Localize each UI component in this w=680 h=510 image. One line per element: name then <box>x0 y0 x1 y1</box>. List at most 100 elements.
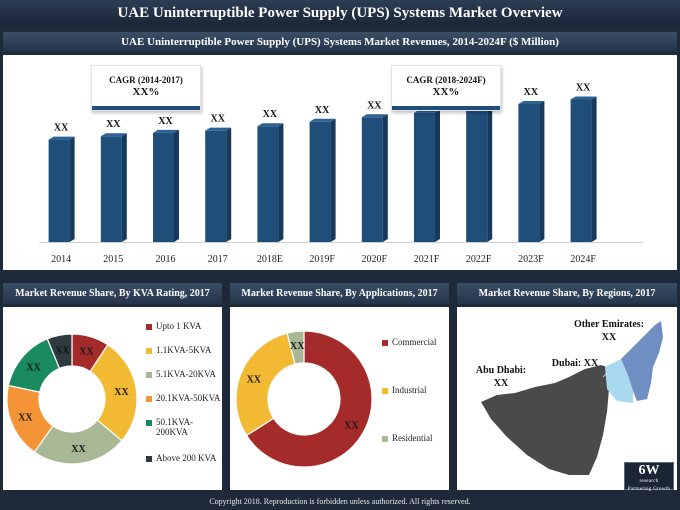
kva-legend-swatch <box>146 420 152 426</box>
cagr-label: CAGR (2014-2017) <box>109 75 183 85</box>
bar-2020F <box>361 117 383 242</box>
map-border-line <box>602 372 608 378</box>
bar-chart-title: UAE Uninterruptible Power Supply (UPS) S… <box>3 32 677 52</box>
bar-2024F <box>570 99 592 242</box>
bar-2019F <box>309 121 331 242</box>
app-data-label: XX <box>290 341 305 352</box>
bar-side-2018E <box>278 123 284 242</box>
kva-data-label: XX <box>18 413 33 424</box>
applications-panel-header: Market Revenue Share, By Applications, 2… <box>230 283 449 304</box>
applications-panel: XX XX XX Commercial Industrial Residential <box>230 307 449 490</box>
bar-data-label: XX <box>106 119 121 130</box>
logo-tagline: Partnering Growth <box>627 487 671 492</box>
kva-data-label: XX <box>114 387 129 398</box>
kva-legend-label: 50.1KVA-200KVA <box>156 417 194 437</box>
app-legend-swatch <box>382 436 388 442</box>
bar-2015 <box>100 136 122 242</box>
bar-data-label: XX <box>210 114 225 125</box>
company-logo: 6W research Partnering Growth <box>624 462 674 492</box>
x-tick-label: 2017 <box>208 254 228 265</box>
bar-side-2016 <box>174 129 179 242</box>
cagr-box-2014-2017: CAGR (2014-2017) XX% <box>91 65 201 111</box>
abu-dhabi-label: Abu Dhabi: <box>476 365 526 376</box>
app-legend-label: Residential <box>392 433 433 443</box>
kva-data-label: XX <box>71 444 86 455</box>
kva-legend-label: 1.1KVA-5KVA <box>156 345 212 355</box>
regions-panel-header: Market Revenue Share, By Regions, 2017 <box>457 283 677 304</box>
app-data-label: XX <box>247 375 262 386</box>
x-tick-label: 2014 <box>51 254 71 265</box>
kva-slice-1 <box>89 343 138 442</box>
bar-side-2014 <box>69 136 75 242</box>
map-abu-dhabi-region <box>481 365 609 475</box>
bar-top-2020F <box>361 114 388 118</box>
app-legend-label: Commercial <box>392 337 437 347</box>
x-tick-label: 2021F <box>414 254 440 265</box>
bar-2017 <box>205 130 227 242</box>
app-slice-2 <box>286 330 305 365</box>
applications-legend: Commercial Industrial Residential <box>382 337 448 457</box>
bar-side-2015 <box>121 133 127 242</box>
map-dubai-region <box>605 359 633 403</box>
kva-legend-label: 5.1KVA-20KVA <box>156 369 216 379</box>
bar-side-2024F <box>591 96 597 242</box>
bar-side-2023F <box>539 100 545 242</box>
page-title: UAE Uninterruptible Power Supply (UPS) S… <box>0 0 680 26</box>
logo-sub: research <box>639 479 659 484</box>
cagr-label: CAGR (2018-2024F) <box>406 75 486 85</box>
other-emirates-value: XX <box>602 332 617 343</box>
cagr-underline <box>392 106 500 110</box>
bar-2023F <box>518 103 540 242</box>
logo-text: 6W <box>638 463 660 478</box>
bar-side-2021F <box>435 109 440 242</box>
kva-legend: Upto 1 KVA 1.1KVA-5KVA 5.1KVA-20KVA 20.1KVA… <box>146 321 222 481</box>
bar-top-2019F <box>309 118 336 122</box>
bar-data-label: XX <box>263 109 278 120</box>
bar-side-2017 <box>226 127 232 242</box>
cagr-box-2018-2024: CAGR (2018-2024F) XX% <box>391 65 501 111</box>
x-tick-label: 2020F <box>362 254 388 265</box>
kva-legend-label: 20.1KVA-50KVA <box>156 393 221 403</box>
bar-top-2015 <box>100 133 127 137</box>
kva-legend-swatch <box>146 396 152 402</box>
app-legend-swatch <box>382 340 388 346</box>
bar-top-2016 <box>153 129 179 133</box>
kva-legend-swatch <box>146 456 152 462</box>
bar-data-label: XX <box>315 105 330 116</box>
x-tick-label: 2019F <box>309 254 335 265</box>
kva-legend-swatch <box>146 372 152 378</box>
bar-data-label: XX <box>576 82 591 93</box>
copyright-footer: Copyright 2018. Reproduction is forbidde… <box>0 493 680 510</box>
cagr-underline <box>92 106 200 110</box>
bar-chart: XX 2014 XX 2015 XX 2016 XX 2017 XX 2018E XX 2019F XX… <box>39 82 643 265</box>
map-other-emirates-region <box>621 321 663 401</box>
x-tick-label: 2022F <box>466 254 492 265</box>
kva-panel-header: Market Revenue Share, By KVA Rating, 201… <box>3 283 222 304</box>
bar-side-2019F <box>330 118 336 242</box>
x-tick-label: 2023F <box>518 254 544 265</box>
bar-data-label: XX <box>524 87 539 98</box>
bar-2018E <box>257 126 279 242</box>
bar-top-2017 <box>205 127 232 131</box>
bar-2014 <box>48 139 70 242</box>
bar-data-label: XX <box>158 116 173 127</box>
cagr-value: XX% <box>432 86 460 98</box>
app-legend-swatch <box>382 388 388 394</box>
kva-data-label: XX <box>26 362 41 373</box>
x-tick-label: 2024F <box>570 254 596 265</box>
bar-side-2020F <box>382 114 388 242</box>
kva-donut-chart: XX XX XX XX XX XX <box>6 333 138 465</box>
bar-top-2024F <box>570 96 597 100</box>
bar-2016 <box>153 132 174 242</box>
bar-2021F <box>414 112 435 242</box>
app-slice-1 <box>235 332 296 437</box>
x-tick-label: 2015 <box>103 254 123 265</box>
bar-chart-panel: XX 2014 XX 2015 XX 2016 XX 2017 XX 2018E XX 2019F XX… <box>3 55 677 270</box>
x-tick-label: 2018E <box>257 254 283 265</box>
kva-legend-label: Upto 1 KVA <box>156 321 202 331</box>
kva-panel: XX XX XX XX XX XX Upto 1 KVA 1.1KVA-5KVA 5.1KVA… <box>3 307 222 490</box>
app-legend-label: Industrial <box>392 385 427 395</box>
applications-donut-chart: XX XX XX <box>235 330 373 468</box>
kva-data-label: XX <box>79 347 94 358</box>
app-data-label: XX <box>344 421 359 432</box>
